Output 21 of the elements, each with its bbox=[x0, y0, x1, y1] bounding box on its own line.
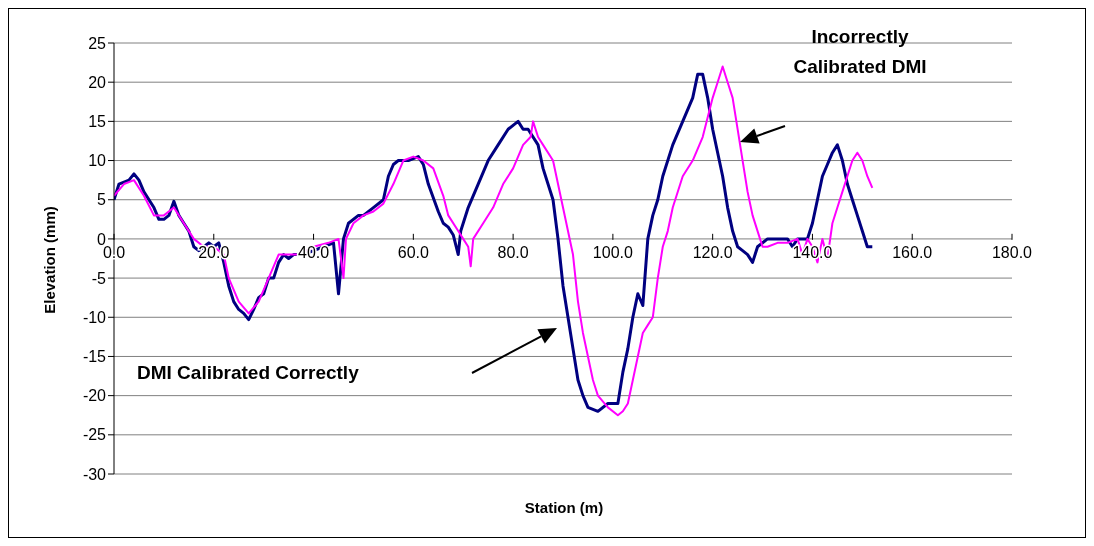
y-tick-label: -5 bbox=[91, 269, 107, 287]
y-tick-label: -10 bbox=[82, 308, 107, 326]
y-axis-title: Elevation (mm) bbox=[40, 205, 58, 314]
y-tick-label: -25 bbox=[82, 426, 107, 444]
x-tick-label: 160.0 bbox=[892, 243, 933, 261]
x-tick-label: 100.0 bbox=[592, 243, 634, 261]
x-tick-label: 60.0 bbox=[397, 243, 430, 261]
y-tick-label: 20 bbox=[88, 73, 107, 91]
annotation: DMI Calibrated Correctly bbox=[137, 361, 360, 385]
y-tick-label: -15 bbox=[82, 348, 107, 366]
x-tick-label: 80.0 bbox=[497, 243, 529, 261]
x-axis-title: Station (m) bbox=[524, 499, 604, 516]
annotation: Incorrectly Calibrated DMI bbox=[792, 25, 928, 79]
y-tick-label: 15 bbox=[88, 113, 107, 131]
x-tick-label: 120.0 bbox=[692, 243, 733, 261]
y-tick-label: 10 bbox=[88, 152, 107, 170]
y-tick-label: -30 bbox=[82, 465, 107, 483]
y-tick-label: -20 bbox=[82, 387, 107, 405]
x-tick-label: 180.0 bbox=[991, 243, 1033, 261]
y-tick-label: 25 bbox=[88, 34, 107, 52]
y-tick-label: 5 bbox=[97, 191, 107, 209]
